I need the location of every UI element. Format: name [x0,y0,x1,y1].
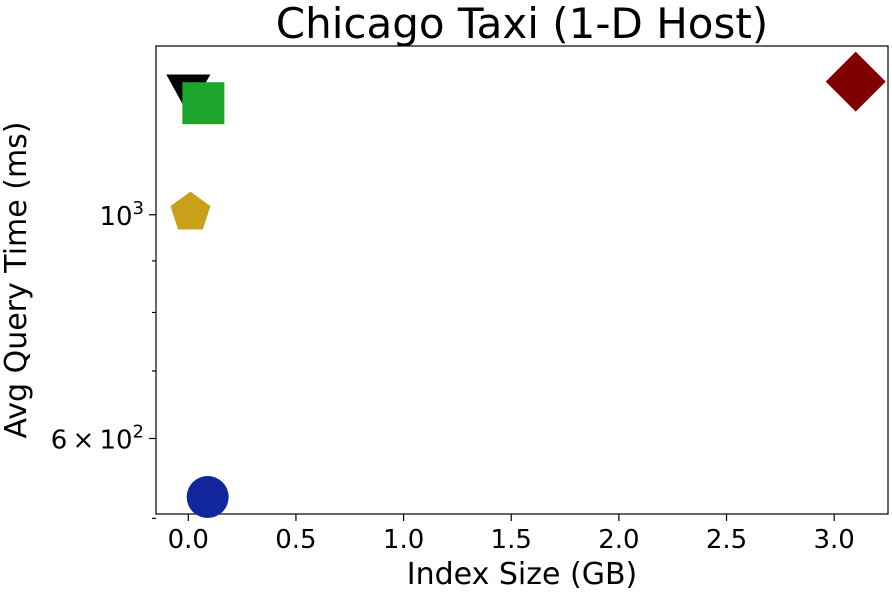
y-tick-label: 103 [99,198,144,232]
x-tick-label: 0.0 [168,525,209,555]
x-tick-label: 2.5 [706,525,747,555]
x-axis-label: Index Size (GB) [407,557,637,592]
x-tick-label: 0.5 [275,525,316,555]
y-axis: 6 × 102 103 [51,198,156,519]
x-axis: 0.0 0.5 1.0 1.5 2.0 2.5 3.0 [168,514,855,555]
x-tick-label: 2.0 [598,525,639,555]
data-point-circle [186,475,229,518]
y-axis-label: Avg Query Time (ms) [0,121,34,438]
data-point-diamond [825,51,886,112]
chart-title: Chicago Taxi (1-D Host) [276,0,768,48]
x-tick-label: 1.0 [383,525,424,555]
plot-area [155,45,889,515]
x-tick-label: 3.0 [813,525,854,555]
data-points [166,51,886,518]
x-tick-label: 1.5 [491,525,532,555]
data-point-square [182,82,225,125]
data-point-pentagon [170,191,211,230]
y-tick-label: 6 × 102 [51,421,144,455]
